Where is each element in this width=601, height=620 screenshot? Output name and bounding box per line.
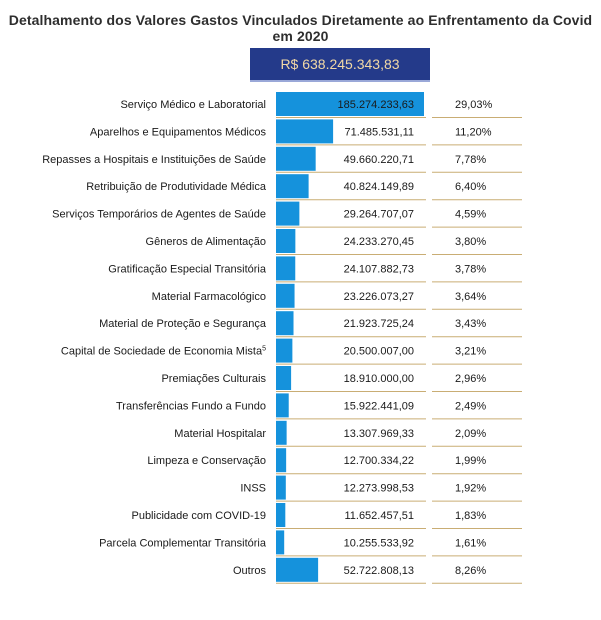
value-label: 10.255.533,92 xyxy=(344,537,414,549)
bar xyxy=(276,311,294,336)
bar xyxy=(276,201,300,226)
category-label: Publicidade com COVID-19 xyxy=(131,510,266,522)
bar xyxy=(276,475,286,500)
percent-label: 1,99% xyxy=(455,455,486,467)
category-label: Material de Proteção e Segurança xyxy=(99,318,267,330)
percent-label: 1,61% xyxy=(455,537,486,549)
category-label: Gratificação Especial Transitória xyxy=(108,263,267,275)
value-label: 18.910.000,00 xyxy=(344,373,414,385)
percent-label: 1,83% xyxy=(455,510,486,522)
percent-label: 2,49% xyxy=(455,400,486,412)
bar xyxy=(276,256,296,281)
value-label: 24.233.270,45 xyxy=(344,236,414,248)
value-label: 13.307.969,33 xyxy=(344,428,414,440)
percent-label: 2,96% xyxy=(455,373,486,385)
value-label: 52.722.808,13 xyxy=(344,565,414,577)
percent-label: 3,21% xyxy=(455,346,486,358)
category-label: Material Farmacológico xyxy=(152,291,266,303)
value-label: 23.226.073,27 xyxy=(344,291,414,303)
value-label: 24.107.882,73 xyxy=(344,263,414,275)
category-label: Premiações Culturais xyxy=(161,373,266,385)
value-label: 71.485.531,11 xyxy=(344,126,414,138)
category-label: Aparelhos e Equipamentos Médicos xyxy=(90,126,267,138)
category-label: Outros xyxy=(233,565,267,577)
percent-label: 3,64% xyxy=(455,291,486,303)
percent-label: 7,78% xyxy=(455,154,486,166)
bar xyxy=(276,283,295,308)
category-label: Retribuição de Produtividade Médica xyxy=(86,181,267,193)
category-label: Capital de Sociedade de Economia Mista5 xyxy=(61,346,266,358)
category-label: Serviços Temporários de Agentes de Saúde xyxy=(52,209,266,221)
bar xyxy=(276,174,309,199)
percent-label: 1,92% xyxy=(455,483,486,495)
bar xyxy=(276,366,292,390)
category-label: Material Hospitalar xyxy=(174,428,266,440)
percent-label: 3,80% xyxy=(455,236,486,248)
value-label: 185.274.233,63 xyxy=(338,99,414,111)
value-label: 20.500.007,00 xyxy=(344,346,414,358)
category-label: Transferências Fundo a Fundo xyxy=(116,400,266,412)
percent-label: 11,20% xyxy=(455,126,492,138)
value-label: 21.923.725,24 xyxy=(344,318,414,330)
category-label: INSS xyxy=(240,483,266,495)
value-label: 12.273.998,53 xyxy=(344,483,414,495)
category-label: Repasses a Hospitais e Instituições de S… xyxy=(42,154,266,166)
percent-label: 8,26% xyxy=(455,565,486,577)
bar xyxy=(276,393,289,418)
category-label: Gêneros de Alimentação xyxy=(146,236,266,248)
value-label: 40.824.149,89 xyxy=(344,181,414,193)
percent-label: 2,09% xyxy=(455,428,486,440)
percent-label: 3,43% xyxy=(455,318,486,330)
chart-title: Detalhamento dos Valores Gastos Vinculad… xyxy=(8,12,593,44)
bar xyxy=(276,229,296,253)
bar xyxy=(276,92,424,116)
category-label: Limpeza e Conservação xyxy=(147,455,266,467)
footnote-mark: 5 xyxy=(262,346,266,353)
bar xyxy=(276,448,287,473)
percent-label: 3,78% xyxy=(455,263,486,275)
percent-label: 29,03% xyxy=(455,99,493,111)
total-value-box: R$ 638.245.343,83 xyxy=(250,48,430,82)
bar xyxy=(276,338,293,363)
category-label: Serviço Médico e Laboratorial xyxy=(120,99,266,111)
value-label: 49.660.220,71 xyxy=(344,154,414,166)
bar xyxy=(276,420,287,445)
bar xyxy=(276,503,286,527)
percent-label: 4,59% xyxy=(455,209,486,221)
value-label: 12.700.334,22 xyxy=(344,455,414,467)
value-label: 11.652.457,51 xyxy=(344,510,414,522)
percent-label: 6,40% xyxy=(455,181,486,193)
category-label: Parcela Complementar Transitória xyxy=(99,537,267,549)
bar xyxy=(276,119,334,144)
bar xyxy=(276,530,285,555)
value-label: 29.264.707,07 xyxy=(344,209,414,221)
bar xyxy=(276,146,316,171)
bar xyxy=(276,557,319,582)
value-label: 15.922.441,09 xyxy=(344,400,414,412)
